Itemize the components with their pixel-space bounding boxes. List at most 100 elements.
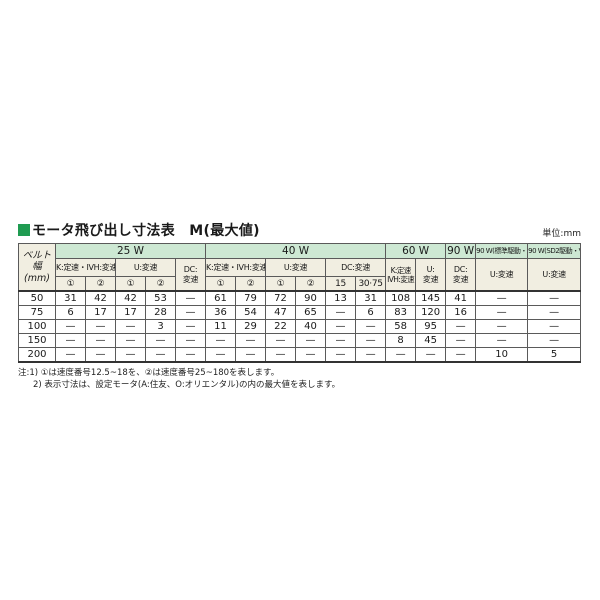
data-cell: — (265, 333, 297, 348)
data-cell: 17 (85, 305, 116, 320)
speed-no-header: ① (115, 276, 146, 292)
header-90w-dc: DC: 変速 (445, 258, 477, 292)
title-bullet-icon (18, 224, 30, 236)
data-cell: 54 (235, 305, 267, 320)
data-cell: 45 (415, 333, 447, 348)
speed-no-header: ① (55, 276, 86, 292)
data-cell: 13 (325, 290, 357, 306)
data-cell: — (205, 333, 237, 348)
header-60w-k-ivh: K:定速 IVH:変速 (385, 258, 417, 292)
data-cell: — (415, 347, 447, 363)
header-25w-dc: DC: 変速 (174, 258, 207, 292)
data-cell: 11 (205, 319, 237, 334)
belt-width-header-line1: ベルト幅 (22, 249, 52, 273)
header-60w-k-line1: K:定速 (390, 265, 412, 275)
title-text: モータ飛び出し寸法表 M(最大値) (32, 223, 260, 239)
data-cell: — (475, 290, 529, 306)
data-cell: 8 (385, 333, 417, 348)
data-cell: 42 (85, 290, 116, 306)
footnote-2: 2) 表示寸法は、設定モータ(A:住友、O:オリエンタル)の内の最大値を表します… (33, 380, 341, 391)
data-cell: 47 (265, 305, 297, 320)
header-25w-dc-line2: 変速 (182, 274, 199, 284)
catalog-section: モータ飛び出し寸法表 M(最大値) 単位:mm ベルト幅 (mm) 25 W 4… (18, 220, 582, 392)
title-row: モータ飛び出し寸法表 M(最大値) 単位:mm (18, 220, 581, 240)
data-cell: 53 (145, 290, 176, 306)
data-cell: — (145, 347, 176, 363)
header-25w-u: U:変速 (115, 258, 176, 277)
table-row: 200— — — — — — — — — — — — — —10 5 (18, 347, 582, 363)
header-25w-k-ivh: K:定速・IVH:変速 (55, 258, 116, 277)
data-cell: — (385, 347, 417, 363)
speed-no-header: ② (235, 276, 267, 292)
data-cell: 61 (205, 290, 237, 306)
data-cell: — (85, 333, 116, 348)
data-cell: 31 (355, 290, 387, 306)
data-cell: — (475, 319, 529, 334)
data-cell: — (235, 333, 267, 348)
header-90w-sd2-u: U:変速 (527, 258, 582, 292)
header-60w-u-line2: 変速 (422, 274, 439, 284)
speed-no-header: 15 (325, 276, 357, 292)
data-cell: 5 (527, 347, 582, 363)
speed-no-header: 30·75 (355, 276, 387, 292)
data-cell: 120 (415, 305, 447, 320)
speed-no-header: ② (85, 276, 116, 292)
header-90w-dc-line2: 変速 (452, 274, 469, 284)
data-cell: 6 (355, 305, 387, 320)
data-cell: 42 (115, 290, 146, 306)
data-cell: — (55, 319, 86, 334)
header-40w-u: U:変速 (265, 258, 327, 277)
data-cell: — (145, 333, 176, 348)
data-cell: — (205, 347, 237, 363)
header-90w-dc-line1: DC: (453, 264, 468, 274)
group-header-90w-std-vt: 90 W(標準駆動・VT) (475, 243, 529, 259)
belt-width-header-line2: (mm) (24, 272, 50, 284)
data-cell: — (475, 305, 529, 320)
data-cell: — (325, 305, 357, 320)
data-cell: — (325, 319, 357, 334)
group-header-40w: 40 W (205, 243, 387, 259)
speed-no-header: ② (145, 276, 176, 292)
belt-width-header: ベルト幅 (mm) (18, 243, 56, 292)
speed-no-header: ① (205, 276, 237, 292)
data-cell: — (115, 333, 146, 348)
group-header-25w: 25 W (54, 243, 207, 259)
data-cell: — (355, 319, 387, 334)
data-cell: — (325, 347, 357, 363)
table-row: 150— — — — — — — — — — —8 45— — — (18, 333, 582, 348)
data-cell: — (295, 347, 327, 363)
belt-width-cell: 75 (18, 305, 56, 320)
table-row: 75 6 17 17 28—36 54 47 65—6 83 120 16— — (18, 305, 582, 320)
data-cell: — (475, 333, 529, 348)
data-cell: — (115, 319, 146, 334)
data-cell: 40 (295, 319, 327, 334)
footnote-1: 注:1) ①は速度番号12.5~18を、②は速度番号25~180を表します。 (18, 368, 280, 378)
data-cell: 17 (115, 305, 146, 320)
page-title: モータ飛び出し寸法表 M(最大値) (18, 220, 260, 240)
data-cell: — (55, 333, 86, 348)
data-cell: 16 (445, 305, 477, 320)
belt-width-cell: 100 (18, 319, 56, 334)
table-row: 50 31 42 42 53—61 79 72 90 13 31 108 145 41— — (18, 290, 582, 306)
unit-label: 単位:mm (542, 229, 581, 239)
data-cell: — (85, 319, 116, 334)
data-cell: — (355, 347, 387, 363)
data-cell: 6 (55, 305, 86, 320)
belt-width-cell: 150 (18, 333, 56, 348)
data-cell: 22 (265, 319, 297, 334)
data-cell: 28 (145, 305, 176, 320)
footnotes: 注:1) ①は速度番号12.5~18を、②は速度番号25~180を表します。 2… (18, 367, 581, 392)
data-cell: — (445, 333, 477, 348)
header-60w-u-line1: U: (426, 264, 435, 274)
data-cell: 83 (385, 305, 417, 320)
data-cell: — (174, 290, 207, 306)
data-cell: 90 (295, 290, 327, 306)
data-cell: — (325, 333, 357, 348)
data-cell: 41 (445, 290, 477, 306)
data-cell: — (115, 347, 146, 363)
data-cell: 65 (295, 305, 327, 320)
data-cell: 31 (55, 290, 86, 306)
data-cell: — (527, 290, 582, 306)
header-60w-k-line2: IVH:変速 (387, 274, 415, 284)
